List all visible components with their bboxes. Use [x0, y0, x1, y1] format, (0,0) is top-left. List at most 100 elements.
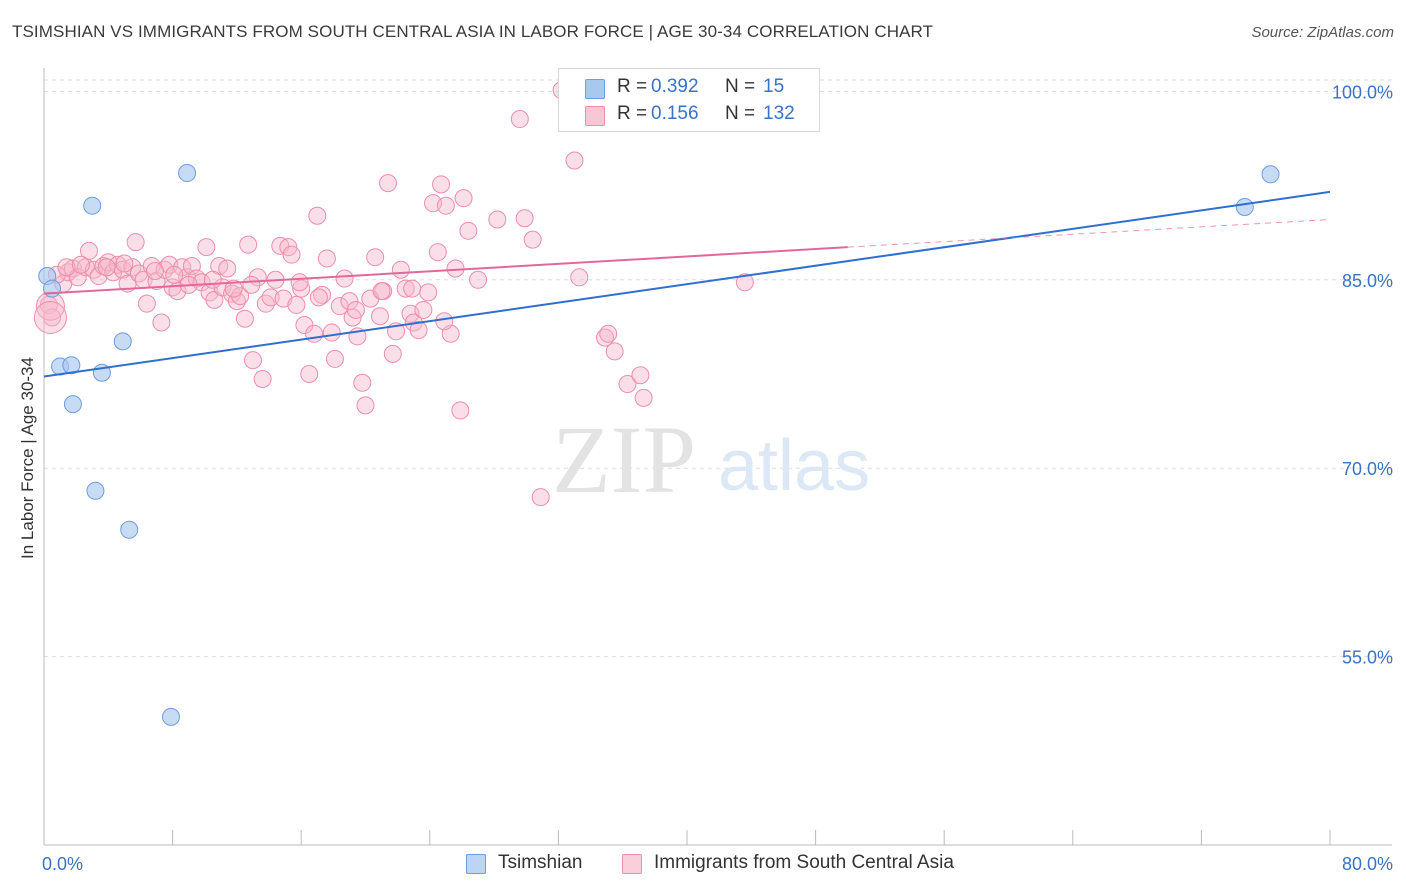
y-tick-label: 85.0% — [1342, 271, 1393, 291]
pink-trend-extension — [847, 219, 1331, 248]
pink-point — [599, 324, 618, 343]
pink-point — [203, 270, 222, 289]
pink-point — [80, 241, 99, 260]
blue-point — [113, 332, 132, 351]
pink-point — [605, 342, 624, 361]
pink-point — [97, 258, 116, 277]
pink-point — [108, 255, 127, 274]
pink-point — [634, 388, 653, 407]
pink-point — [383, 344, 402, 363]
pink-point — [335, 269, 354, 288]
pink-point — [379, 174, 398, 193]
pink-point — [515, 209, 534, 228]
pink-point — [403, 279, 422, 298]
pink-point — [309, 288, 328, 307]
blue-point — [161, 707, 180, 726]
pink-point — [57, 258, 76, 277]
pink-swatch — [622, 854, 642, 874]
pink-point — [317, 249, 336, 268]
pink-point — [435, 312, 454, 331]
pink-trend-line — [43, 246, 848, 295]
pink-point — [459, 221, 478, 240]
pink-series-points — [33, 81, 754, 507]
n-value: 132 — [763, 103, 795, 124]
pink-point — [43, 308, 62, 327]
watermark-zip: ZIP — [552, 406, 696, 513]
pink-point — [372, 282, 391, 301]
pink-point — [308, 206, 327, 225]
pink-point — [432, 175, 451, 194]
y-axis-label: In Labor Force | Age 30-34 — [18, 357, 37, 559]
pink-point — [570, 268, 589, 287]
pink-point — [436, 196, 455, 215]
blue-point — [62, 356, 81, 375]
pink-swatch — [585, 106, 605, 126]
pink-point-large — [33, 300, 67, 334]
blue-point — [83, 196, 102, 215]
pink-point — [356, 396, 375, 415]
pink-point — [565, 151, 584, 170]
r-value: 0.392 — [651, 76, 699, 97]
pink-point — [292, 279, 311, 298]
pink-point — [488, 210, 507, 229]
tick-labels: 55.0% 70.0% 85.0% 100.0% 0.0% 80.0% — [42, 82, 1393, 874]
pink-point — [137, 294, 156, 313]
pink-point — [510, 110, 529, 129]
pink-point — [313, 285, 332, 304]
source-credit: Source: ZipAtlas.com — [1251, 24, 1394, 41]
pink-point — [451, 401, 470, 420]
pink-point — [243, 351, 262, 370]
y-tick-label: 70.0% — [1342, 459, 1393, 479]
pink-point — [346, 300, 365, 319]
blue-swatch — [585, 79, 605, 99]
pink-point — [256, 294, 275, 313]
pink-point — [155, 260, 174, 279]
series-legend: Tsimshian Immigrants from South Central … — [0, 852, 1406, 876]
pink-point — [239, 235, 258, 254]
pink-point — [287, 295, 306, 314]
n-label: N = — [725, 103, 756, 124]
legend-label: Tsimshian — [498, 852, 583, 873]
pink-point — [224, 279, 243, 298]
pink-point — [618, 375, 637, 394]
pink-point — [454, 189, 473, 208]
n-label: N = — [725, 76, 756, 97]
stats-legend: R = 0.392 N = 15 R = 0.156 N = 132 — [558, 68, 820, 132]
pink-point — [353, 373, 372, 392]
trend-lines — [43, 190, 1331, 378]
axes-layer — [43, 68, 1392, 846]
r-label: R = — [617, 76, 648, 97]
y-tick-label: 100.0% — [1332, 82, 1393, 102]
pink-point — [115, 254, 134, 273]
pink-point — [71, 255, 90, 274]
pink-point — [428, 243, 447, 262]
blue-point — [1261, 165, 1280, 184]
pink-point — [145, 262, 164, 281]
blue-trend-line — [43, 190, 1331, 378]
stats-legend-row-tsimshian: R = 0.392 N = 15 — [559, 73, 819, 101]
x-tick-label-min: 0.0% — [42, 854, 83, 874]
pink-point — [414, 300, 433, 319]
x-tick-label-max: 80.0% — [1342, 854, 1393, 874]
pink-point — [370, 307, 389, 326]
grid-layer — [44, 79, 1392, 658]
pink-point — [197, 238, 216, 257]
pink-point — [253, 370, 272, 389]
n-value: 15 — [763, 76, 785, 97]
pink-point — [469, 270, 488, 289]
pink-point — [282, 245, 301, 264]
blue-point — [178, 164, 197, 183]
pink-point — [322, 323, 341, 342]
pink-point — [165, 265, 184, 284]
pink-point — [325, 349, 344, 368]
blue-point — [1235, 197, 1254, 216]
legend-label: Immigrants from South Central Asia — [654, 852, 954, 873]
pink-point — [396, 279, 415, 298]
blue-point — [63, 395, 82, 414]
pink-point — [300, 365, 319, 383]
pink-point — [523, 230, 542, 249]
stats-legend-row-immigrants: R = 0.156 N = 132 — [559, 100, 819, 128]
pink-point — [391, 260, 410, 279]
blue-swatch — [466, 854, 486, 874]
